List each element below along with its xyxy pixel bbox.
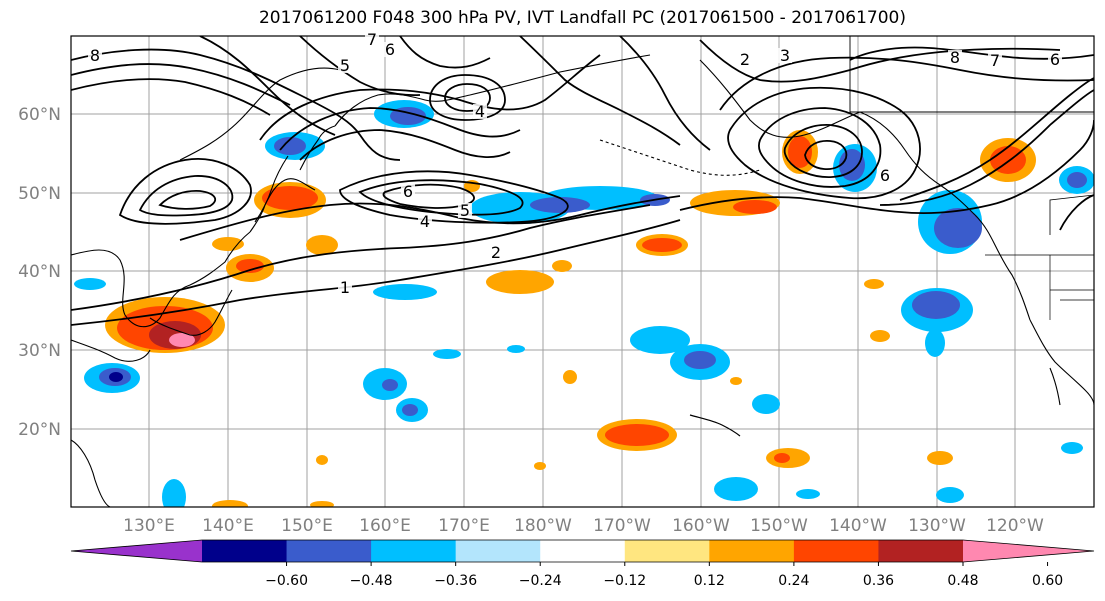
- latitude-labels: 60°N 50°N 40°N 30°N 20°N: [18, 105, 61, 440]
- colorbar: −0.60 −0.48 −0.36 −0.24 −0.12 0.12 0.24 0.36 0.4…: [70, 539, 1095, 589]
- hawaii-islands: [689, 414, 741, 437]
- pv-anomaly-shading: [74, 100, 1094, 507]
- pv-contour-japan-sea-outer: [118, 158, 252, 225]
- lat-label: 50°N: [18, 184, 61, 204]
- lat-label: 40°N: [18, 262, 61, 282]
- colorbar-tick-label: 0.36: [863, 573, 894, 589]
- colorbar-bin: [371, 540, 457, 562]
- colorbar-tick-label: −0.12: [603, 573, 646, 589]
- colorbar-bin: [540, 540, 626, 562]
- pv-contours: [71, 36, 1094, 326]
- lon-label: 170°E: [438, 516, 490, 536]
- colorbar-bin: [286, 540, 372, 562]
- contour-label: 7: [367, 30, 377, 49]
- lat-label: 60°N: [18, 105, 61, 125]
- colorbar-tick-label: −0.60: [265, 573, 308, 589]
- pv-contour-5: [358, 179, 524, 216]
- positive-anomaly-kuril: [254, 182, 326, 218]
- colorbar-tick-label: 0.48: [947, 573, 978, 589]
- negative-anomaly-south-china: [84, 363, 140, 393]
- pv-contour-4-closed: [429, 74, 506, 121]
- north-america-west-coast: [974, 214, 1031, 321]
- colorbar-tick-label: −0.48: [350, 573, 393, 589]
- positive-anomaly-japan: [105, 297, 225, 353]
- colorbar-bin: [455, 540, 541, 562]
- siberia-coast: [469, 54, 651, 96]
- colorbar-tick-label: 0.12: [694, 573, 725, 589]
- positive-anomaly-midpac: [486, 270, 554, 294]
- map-title: 2017061200 F048 300 hPa PV, IVT Landfall…: [258, 8, 906, 28]
- colorbar-tick-label: 0.24: [778, 573, 809, 589]
- contour-label: 8: [90, 46, 100, 65]
- lon-label: 170°W: [593, 516, 651, 536]
- colorbar-bin: [624, 540, 710, 562]
- contour-label: 2: [740, 50, 750, 69]
- contour-label: 5: [460, 201, 470, 220]
- contour-label: 8: [950, 48, 960, 67]
- lon-label: 180°W: [514, 516, 572, 536]
- colorbar-bin: [709, 540, 795, 562]
- lon-label: 160°W: [672, 516, 730, 536]
- contour-label: 6: [385, 40, 395, 59]
- longitude-labels: 130°E 140°E 150°E 160°E 170°E 180°W 170°W 160°W…: [123, 516, 1044, 536]
- contour-label: 7: [990, 51, 1000, 70]
- japan-coast: [149, 289, 233, 336]
- colorbar-tick-label: −0.24: [519, 573, 562, 589]
- colorbar-bin: [793, 540, 879, 562]
- contour-label: 4: [475, 102, 485, 121]
- contour-label: 5: [340, 56, 350, 75]
- aleutian-chain: [599, 139, 761, 176]
- contour-label: 6: [1050, 50, 1060, 69]
- contour-label: 3: [780, 46, 790, 65]
- lon-label: 120°W: [986, 516, 1044, 536]
- lat-label: 30°N: [18, 341, 61, 361]
- lon-label: 160°E: [359, 516, 411, 536]
- contour-label: 6: [880, 166, 890, 185]
- lon-label: 150°W: [750, 516, 808, 536]
- kamchatka-coast: [299, 125, 336, 171]
- colorbar-bin: [878, 540, 964, 562]
- pv-contour-2: [71, 204, 651, 311]
- colorbar-tick-label: 0.60: [1032, 573, 1063, 589]
- lon-label: 150°E: [281, 516, 333, 536]
- pv-contour-4: [339, 170, 569, 224]
- colorbar-over-arrow: [963, 540, 1094, 562]
- contour-label: 1: [340, 278, 350, 297]
- pv-contour-gulf-alaska-low: [757, 107, 882, 188]
- east-asia-coast: [71, 231, 251, 328]
- contour-label: 6: [403, 182, 413, 201]
- colorbar-under-arrow: [71, 540, 202, 562]
- map-frame: [70, 35, 1095, 508]
- lon-label: 130°E: [123, 516, 175, 536]
- contour-label: 2: [491, 243, 501, 262]
- colorbar-tick-label: −0.36: [434, 573, 477, 589]
- pv-contour-1: [71, 219, 681, 326]
- lon-label: 140°W: [829, 516, 887, 536]
- lon-label: 140°E: [202, 516, 254, 536]
- contour-label: 4: [420, 212, 430, 231]
- colorbar-bin: [202, 540, 288, 562]
- lat-label: 20°N: [18, 420, 61, 440]
- lon-label: 130°W: [908, 516, 966, 536]
